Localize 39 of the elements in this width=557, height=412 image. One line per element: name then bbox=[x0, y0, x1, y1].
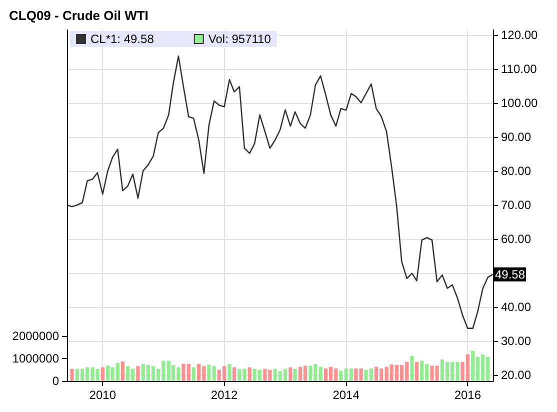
y-tick-label: 100.00 bbox=[501, 96, 538, 110]
y2-tick-label: 1000000 bbox=[12, 352, 60, 366]
bar bbox=[288, 367, 292, 381]
legend-label: Vol: 957110 bbox=[208, 32, 272, 46]
bar bbox=[293, 368, 297, 381]
y-tick-label: 40.00 bbox=[501, 300, 532, 314]
y-tick-label: 90.00 bbox=[501, 130, 532, 144]
x-tick-label: 2012 bbox=[210, 388, 238, 402]
bar bbox=[100, 367, 104, 381]
x-tick-label: 2010 bbox=[89, 388, 116, 402]
chart-title: CLQ09 - Crude Oil WTI bbox=[9, 8, 148, 23]
bar bbox=[232, 367, 236, 381]
bar bbox=[318, 366, 322, 381]
bar bbox=[120, 361, 124, 381]
annotation: 49.58 bbox=[495, 267, 526, 282]
y-tick-label: 120.00 bbox=[501, 28, 538, 42]
y-tick-label: 60.00 bbox=[501, 232, 532, 246]
bar bbox=[70, 368, 74, 381]
y-tick-label: 80.00 bbox=[501, 164, 532, 178]
bar bbox=[359, 368, 363, 381]
y-tick-label: 30.00 bbox=[501, 334, 532, 348]
y-tick-label: 20.00 bbox=[501, 368, 532, 382]
bar bbox=[192, 367, 196, 381]
y2-tick-label: 0 bbox=[52, 374, 60, 388]
bar bbox=[207, 364, 211, 381]
bar bbox=[339, 370, 343, 381]
x-tick-label: 2014 bbox=[332, 388, 360, 402]
y-tick-label: 70.00 bbox=[501, 198, 532, 212]
bar bbox=[248, 367, 252, 381]
bar bbox=[410, 356, 414, 381]
y2-tick-label: 2000000 bbox=[12, 329, 60, 343]
bar bbox=[212, 366, 216, 381]
bar bbox=[136, 366, 140, 381]
bar bbox=[228, 364, 232, 381]
bar bbox=[354, 368, 358, 381]
legend-label: CL*1: 49.58 bbox=[90, 32, 154, 46]
bar bbox=[414, 362, 418, 381]
x-tick-label: 2016 bbox=[454, 388, 482, 402]
y-tick-label: 110.00 bbox=[501, 62, 538, 76]
